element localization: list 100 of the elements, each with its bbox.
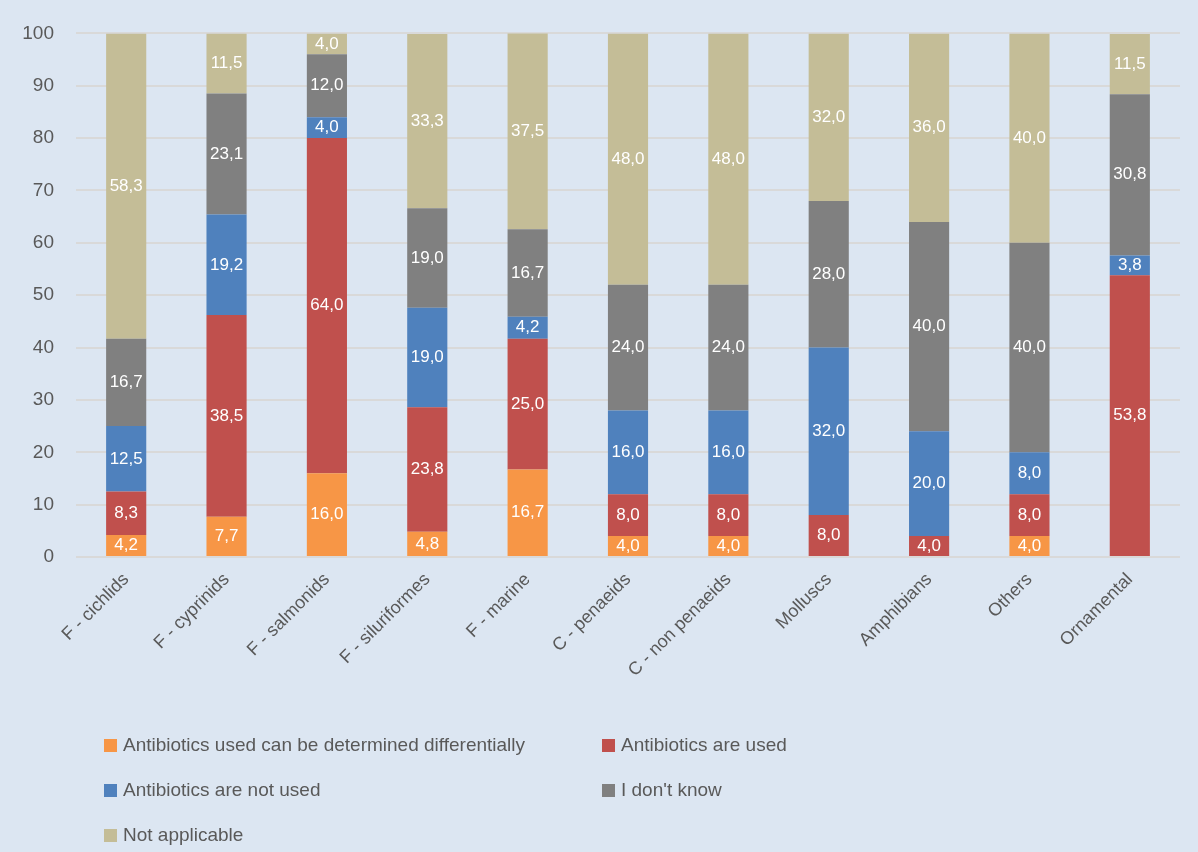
data-label: 48,0 [611,148,645,168]
bar [306,54,347,118]
bar [1009,494,1050,537]
data-label: 16,0 [711,441,745,461]
data-label: 8,0 [1017,462,1042,482]
y-tick-label: 60 [32,231,54,253]
data-label: 38,5 [210,405,244,425]
bar [909,33,950,222]
bar [708,494,749,537]
bar [1009,242,1050,453]
data-label: 19,0 [410,247,444,267]
data-label: 4,2 [114,535,138,555]
bar [808,347,849,516]
y-tick-label: 20 [32,440,54,462]
data-label: 28,0 [812,263,846,283]
bar [909,221,950,432]
bar [407,307,448,408]
legend-label: I don't know [621,778,722,802]
bar [607,284,649,411]
bar [708,33,749,285]
data-label: 32,0 [812,421,846,441]
bar [306,473,347,556]
data-label: 8,0 [616,504,640,524]
bar [106,491,147,536]
data-label: 19,0 [410,347,444,367]
bar [106,33,147,339]
y-tick-label: 70 [32,178,54,200]
bar [1009,33,1050,243]
data-label: 36,0 [912,117,946,137]
data-label: 4,2 [515,317,540,337]
bar [507,229,548,317]
y-tick-label: 90 [32,73,54,95]
data-label: 48,0 [711,148,745,168]
bar [607,410,649,495]
data-label: 4,0 [315,33,339,53]
y-tick-label: 80 [32,126,54,148]
data-label: 7,7 [214,526,239,546]
bar [808,515,849,556]
data-label: 11,5 [210,53,243,73]
y-tick-label: 0 [43,545,54,567]
data-label: 16,0 [611,441,645,461]
data-label: 12,0 [310,75,344,95]
bar [1109,33,1150,95]
data-label: 16,0 [310,504,344,524]
data-label: 16,7 [511,262,545,282]
data-label: 30,8 [1113,164,1147,184]
bar [407,208,448,308]
data-label: 19,2 [210,254,244,274]
data-label: 25,0 [511,393,545,413]
data-label: 12,5 [109,448,143,468]
bar [808,200,849,348]
data-label: 16,7 [109,372,143,392]
bar [607,33,649,285]
bar [206,214,247,316]
data-label: 4,0 [917,535,941,555]
bar [808,33,849,201]
bar [407,407,448,532]
legend-label: Antibiotics used can be determined differentially [123,733,526,757]
data-label: 8,0 [1017,504,1042,524]
data-label: 33,3 [410,110,444,130]
bar [507,338,548,470]
bar [206,315,247,517]
y-tick-label: 30 [32,388,54,410]
data-label: 23,8 [410,459,444,479]
data-label: 20,0 [912,473,946,493]
bar [909,431,950,537]
bar [106,426,147,492]
bar [206,93,247,215]
y-tick-label: 50 [32,283,54,305]
bar [1109,275,1150,556]
bar [407,33,448,209]
data-label: 32,0 [812,106,846,126]
bar [306,138,347,474]
data-label: 3,8 [1118,255,1142,275]
data-label: 24,0 [711,337,745,357]
data-label: 40,0 [912,316,946,336]
data-label: 40,0 [1012,127,1046,147]
data-label: 37,5 [511,120,545,140]
data-label: 11,5 [1113,53,1146,73]
bar [507,33,548,230]
bar [708,410,749,495]
data-label: 4,0 [616,535,640,555]
data-label: 53,8 [1113,405,1147,425]
data-label: 64,0 [310,295,344,315]
bar [106,338,147,427]
bar [206,516,247,556]
y-tick-label: 100 [22,21,54,43]
legend-label: Not applicable [123,823,244,847]
y-tick-label: 10 [32,492,54,514]
bar [1109,94,1150,256]
bar [708,284,749,411]
bar [507,469,548,556]
data-label: 4,0 [716,535,741,555]
data-label: 23,1 [210,143,244,163]
bar [607,494,649,537]
bar [206,33,247,94]
legend-label: Antibiotics are not used [123,778,321,802]
data-label: 8,3 [114,502,138,522]
data-label: 4,0 [1017,535,1042,555]
data-label: 8,0 [816,525,841,545]
